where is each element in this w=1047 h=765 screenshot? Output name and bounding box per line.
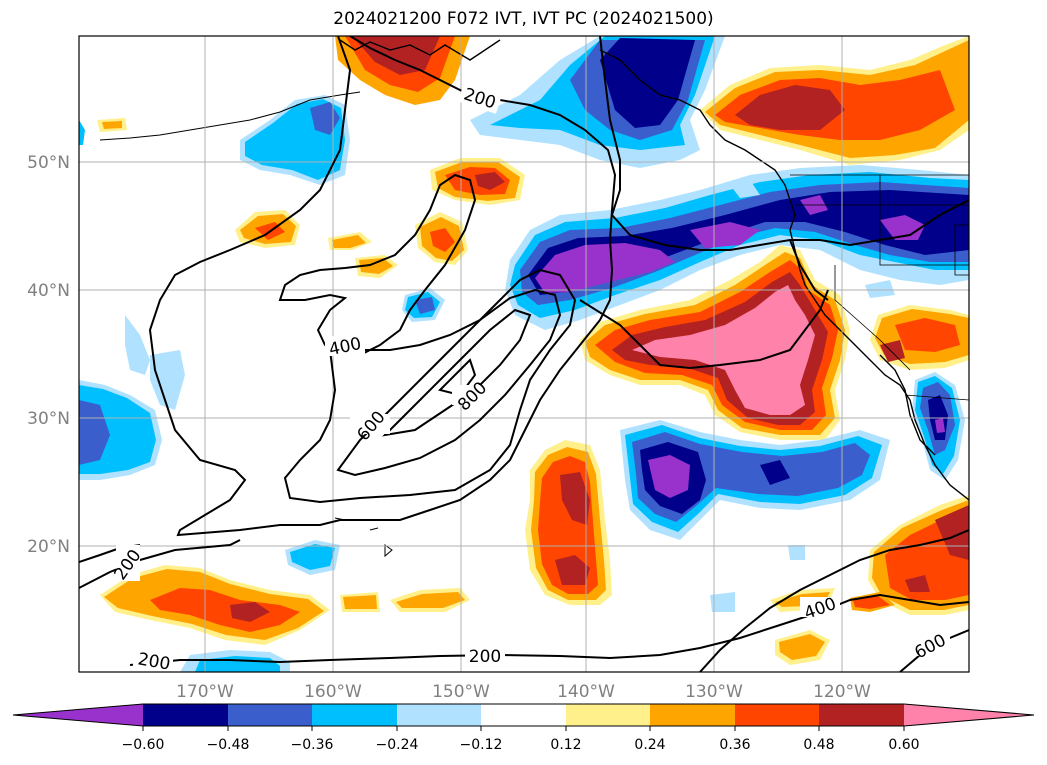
- map-title: 2024021200 F072 IVT, IVT PC (2024021500): [333, 9, 714, 29]
- lon-label: 130°W: [685, 682, 743, 702]
- lat-labels: 50°N 40°N 30°N 20°N: [27, 153, 70, 557]
- colorbar-swatch: [481, 704, 566, 726]
- lon-label: 170°W: [176, 682, 234, 702]
- colorbar-tick-label: −0.36: [291, 737, 334, 753]
- lon-label: 160°W: [304, 682, 362, 702]
- ivt-pc-shading: [79, 36, 969, 672]
- neg-anomaly-core-45n: [535, 243, 675, 293]
- colorbar: −0.60 −0.48 −0.36 −0.24 −0.12 0.12 0.24 …: [12, 703, 1035, 753]
- contour-label: 200: [469, 647, 501, 667]
- colorbar-swatch: [397, 704, 481, 726]
- pos-anomaly-core-california: [632, 285, 815, 415]
- colorbar-tick-label: −0.12: [460, 737, 503, 753]
- lon-labels: 170°W 160°W 150°W 140°W 130°W 120°W: [176, 682, 871, 702]
- colorbar-swatch: [228, 704, 312, 726]
- ivt-contours: [79, 36, 969, 672]
- colorbar-tick-label: 0.48: [803, 737, 834, 753]
- colorbar-swatch: [143, 704, 228, 726]
- map-plot-area: [78, 35, 970, 673]
- colorbar-tick-label: −0.48: [207, 737, 250, 753]
- colorbar-tick-label: 0.24: [634, 737, 665, 753]
- colorbar-tick-label: 0.36: [719, 737, 750, 753]
- colorbar-tick-label: −0.24: [376, 737, 419, 753]
- lat-label: 30°N: [27, 409, 70, 429]
- colorbar-tick-label: −0.60: [122, 737, 165, 753]
- colorbar-swatch: [566, 704, 650, 726]
- colorbar-tick-label: 0.60: [888, 737, 919, 753]
- colorbar-swatch: [735, 704, 819, 726]
- lon-label: 150°W: [432, 682, 490, 702]
- colorbar-extend-low: [13, 704, 143, 726]
- lon-label: 120°W: [813, 682, 871, 702]
- ivt-contour-800: [382, 308, 532, 437]
- colorbar-swatch: [312, 704, 397, 726]
- colorbar-swatch: [819, 704, 904, 726]
- ivt-contour-600: [336, 288, 562, 477]
- lat-label: 40°N: [27, 281, 70, 301]
- colorbar-extend-high: [904, 704, 1034, 726]
- lat-label: 50°N: [27, 153, 70, 173]
- ivt-contour-200-north: [148, 36, 617, 537]
- lon-label: 140°W: [557, 682, 615, 702]
- lat-label: 20°N: [27, 537, 70, 557]
- colorbar-swatch: [650, 704, 735, 726]
- ivt-contour-400: [278, 173, 477, 356]
- contour-labels: 200 200 200 200 400 400 600 600 800: [111, 82, 950, 675]
- colorbar-tick-label: 0.12: [550, 737, 581, 753]
- map-frame: [78, 35, 970, 673]
